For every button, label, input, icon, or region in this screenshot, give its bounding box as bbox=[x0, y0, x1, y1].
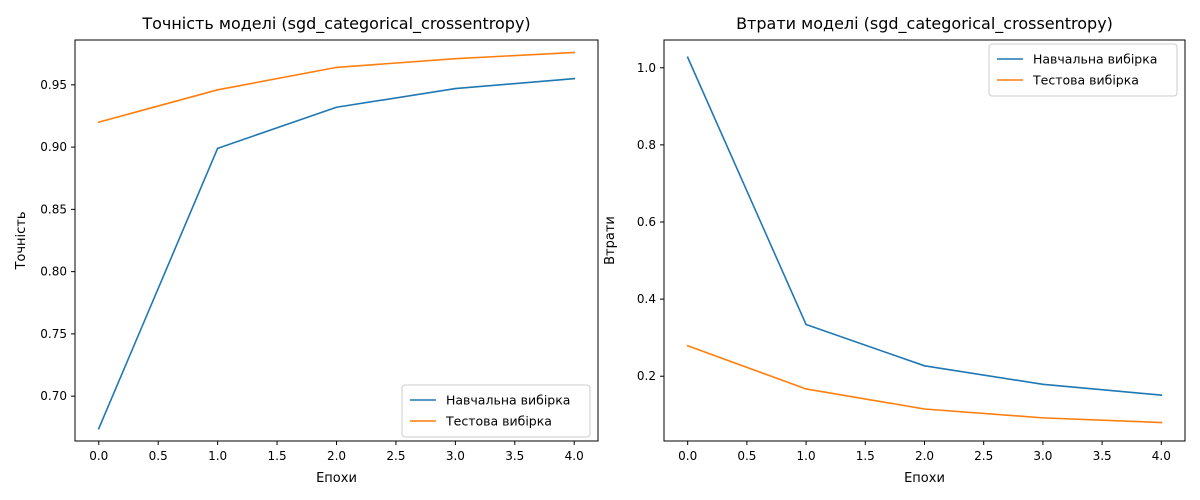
x-tick-label: 0.5 bbox=[149, 449, 168, 463]
series-line-2 bbox=[686, 344, 1163, 424]
data-point bbox=[97, 121, 100, 123]
chart-title: Точність моделі (sgd_categorical_crossen… bbox=[141, 14, 530, 34]
data-point bbox=[1160, 421, 1163, 424]
y-tick-label: 0.75 bbox=[40, 327, 67, 341]
y-axis-label: Точність bbox=[14, 211, 29, 270]
data-point bbox=[686, 344, 689, 347]
x-tick-label: 1.5 bbox=[268, 449, 287, 463]
data-point bbox=[216, 89, 219, 91]
y-axis-label: Втрати bbox=[603, 216, 618, 265]
data-point bbox=[923, 408, 926, 410]
y-tick-label: 0.95 bbox=[40, 78, 67, 92]
x-tick-label: 4.0 bbox=[1152, 449, 1171, 463]
legend-label-2: Тестова вибірка bbox=[445, 414, 552, 429]
data-point bbox=[805, 388, 807, 390]
x-tick-label: 2.5 bbox=[386, 449, 405, 463]
x-tick-label: 2.5 bbox=[974, 449, 993, 463]
y-tick-label: 0.8 bbox=[637, 138, 656, 152]
data-point bbox=[573, 51, 576, 54]
y-tick-label: 0.6 bbox=[637, 215, 656, 229]
x-tick-label: 1.0 bbox=[208, 449, 227, 463]
x-tick-label: 3.0 bbox=[446, 449, 465, 463]
x-axis-label: Епохи bbox=[904, 471, 945, 486]
x-tick-label: 1.5 bbox=[856, 449, 875, 463]
data-point bbox=[454, 57, 457, 60]
legend-label-2: Тестова вибірка bbox=[1032, 73, 1139, 88]
legend-box bbox=[988, 43, 1178, 97]
legend: Навчальна вибірка Тестова вибірка bbox=[988, 43, 1178, 97]
chart-panel-1: Точність моделі (sgd_categorical_crossen… bbox=[14, 14, 599, 486]
x-tick-label: 3.0 bbox=[1033, 449, 1052, 463]
data-point bbox=[335, 106, 338, 109]
plot-frame bbox=[74, 39, 599, 442]
x-axis-label: Епохи bbox=[316, 471, 357, 486]
series-line-1 bbox=[686, 56, 1163, 396]
x-tick-label: 0.0 bbox=[89, 449, 108, 463]
x-tick-label: 0.0 bbox=[678, 449, 697, 463]
plot-frame bbox=[663, 39, 1186, 442]
data-point bbox=[97, 427, 100, 430]
legend-label-1: Навчальна вибірка bbox=[1033, 52, 1157, 67]
x-tick-label: 2.0 bbox=[915, 449, 934, 463]
data-point bbox=[1042, 417, 1044, 419]
y-tick-label: 0.70 bbox=[40, 389, 67, 403]
data-point bbox=[216, 147, 219, 150]
chart-panel-2: Втрати моделі (sgd_categorical_crossentr… bbox=[603, 14, 1186, 486]
data-point bbox=[686, 56, 689, 59]
series-line-1 bbox=[97, 77, 576, 430]
data-point bbox=[573, 77, 576, 80]
x-tick-label: 2.0 bbox=[327, 449, 346, 463]
y-tick-label: 0.2 bbox=[637, 369, 656, 383]
x-tick-label: 1.0 bbox=[797, 449, 816, 463]
data-point bbox=[1160, 394, 1163, 396]
data-point bbox=[923, 365, 926, 367]
data-point bbox=[1042, 383, 1044, 386]
data-point bbox=[805, 323, 807, 326]
y-tick-label: 1.0 bbox=[637, 61, 656, 75]
y-tick-label: 0.4 bbox=[637, 292, 656, 306]
x-tick-label: 4.0 bbox=[565, 449, 584, 463]
legend-label-1: Навчальна вибірка bbox=[446, 393, 570, 408]
y-tick-label: 0.85 bbox=[40, 202, 67, 216]
y-tick-label: 0.90 bbox=[40, 140, 67, 154]
series-line-2 bbox=[97, 51, 576, 124]
data-point bbox=[335, 66, 338, 69]
data-point bbox=[454, 87, 457, 90]
legend-box bbox=[401, 384, 591, 438]
y-tick-label: 0.80 bbox=[40, 265, 67, 279]
x-tick-label: 0.5 bbox=[737, 449, 756, 463]
chart-title: Втрати моделі (sgd_categorical_crossentr… bbox=[736, 14, 1113, 34]
x-tick-label: 3.5 bbox=[505, 449, 524, 463]
x-tick-label: 3.5 bbox=[1093, 449, 1112, 463]
legend: Навчальна вибірка Тестова вибірка bbox=[401, 384, 591, 438]
